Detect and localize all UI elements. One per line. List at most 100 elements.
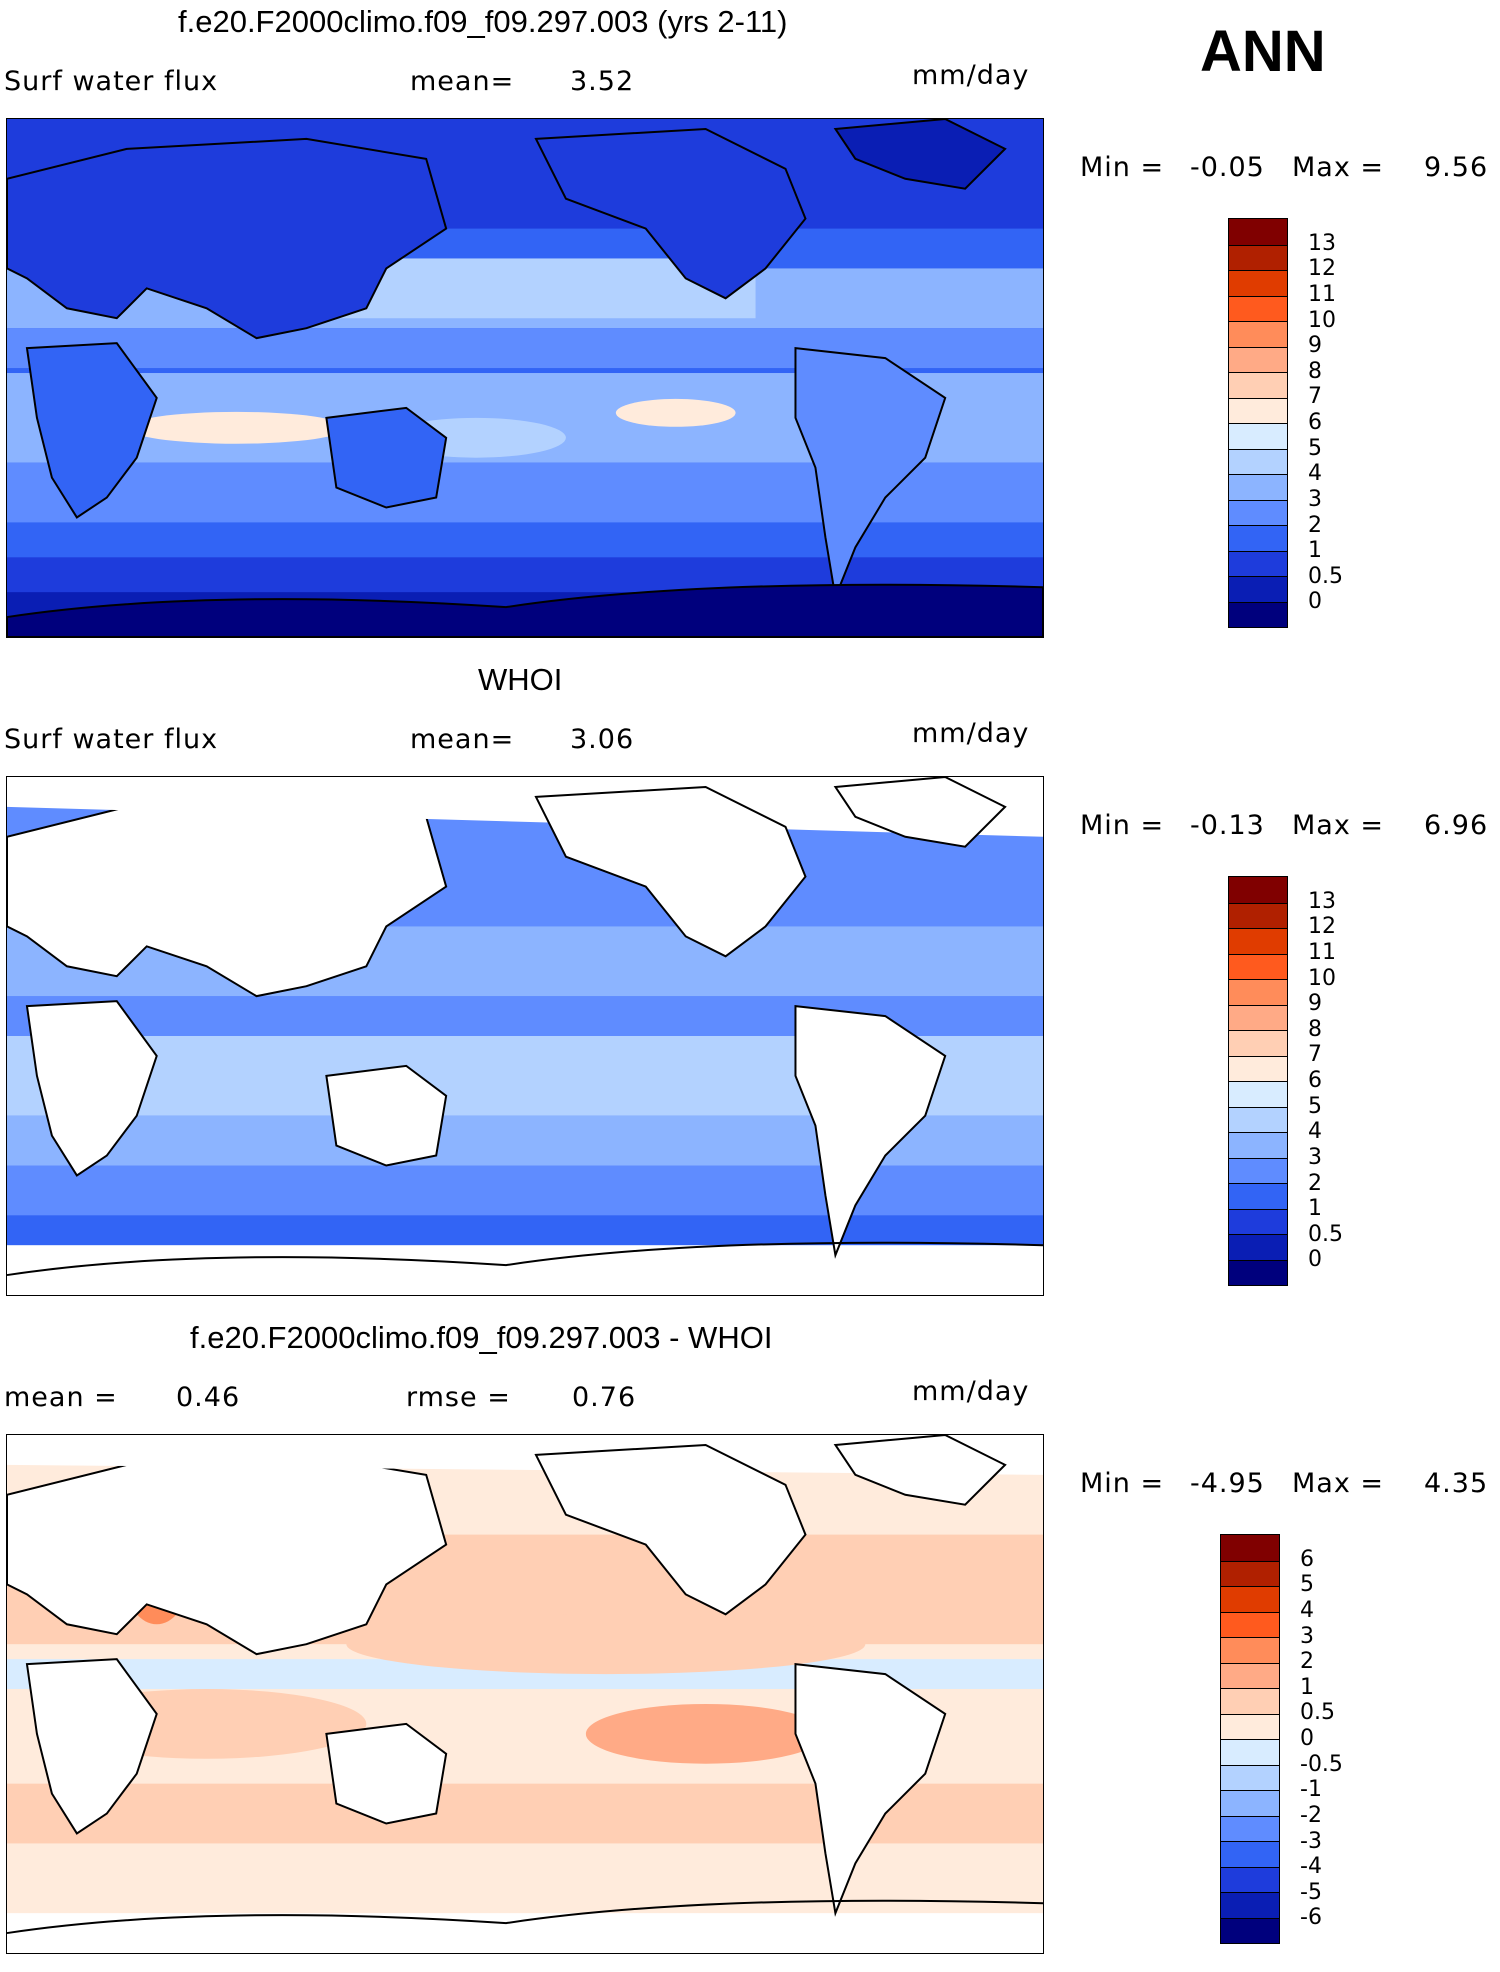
colorbar-tick-label: 5	[1308, 1093, 1322, 1119]
colorbar-cell	[1229, 346, 1287, 372]
colorbar-cell	[1229, 295, 1287, 321]
colorbar-cell	[1229, 499, 1287, 525]
colorbar-tick-label: 4	[1308, 1119, 1322, 1145]
colorbar-cell	[1229, 321, 1287, 347]
colorbar-tick-label: -2	[1300, 1802, 1322, 1828]
panel2-title: WHOI	[478, 662, 563, 697]
colorbar-cell	[1221, 1662, 1279, 1688]
colorbar-cell	[1229, 1055, 1287, 1081]
panel2-min-label: Min =	[1080, 810, 1165, 841]
colorbar-tick-label: 6	[1300, 1546, 1314, 1572]
colorbar-cell	[1229, 1157, 1287, 1183]
colorbar-cell	[1229, 397, 1287, 423]
colorbar-tick-label: 10	[1308, 307, 1336, 333]
colorbar-cell	[1229, 372, 1287, 398]
panel2-min-value: -0.13	[1190, 810, 1265, 841]
colorbar-tick-label: 13	[1308, 230, 1336, 256]
colorbar-cell	[1221, 1586, 1279, 1612]
colorbar-tick-label: 4	[1308, 461, 1322, 487]
colorbar-cell	[1229, 902, 1287, 928]
colorbar-tick-label: 1	[1308, 1196, 1322, 1222]
panel3-min-label: Min =	[1080, 1468, 1165, 1499]
colorbar-cell	[1229, 877, 1287, 903]
panel3-min-value: -4.95	[1190, 1468, 1265, 1499]
colorbar-tick-label: -6	[1300, 1905, 1322, 1931]
panel2-max-label: Max =	[1292, 810, 1385, 841]
panel3-mean-label: mean =	[4, 1382, 118, 1413]
colorbar-tick-label: 12	[1308, 914, 1336, 940]
colorbar-cell	[1229, 1004, 1287, 1030]
panel1-min-label: Min =	[1080, 152, 1165, 183]
panel1-map	[6, 118, 1044, 638]
colorbar-tick-label: 8	[1308, 1016, 1322, 1042]
colorbar-tick-label: 10	[1308, 965, 1336, 991]
panel1-colorbar	[1228, 218, 1288, 628]
panel3-rmse-value: 0.76	[572, 1382, 637, 1413]
panel2-mean-label: mean=	[410, 724, 515, 755]
colorbar-cell	[1229, 1132, 1287, 1158]
colorbar-tick-label: 3	[1308, 486, 1322, 512]
colorbar-tick-label: 0	[1308, 1247, 1322, 1273]
colorbar-cell	[1229, 1183, 1287, 1209]
panel3-max-label: Max =	[1292, 1468, 1385, 1499]
colorbar-cell	[1229, 1259, 1287, 1285]
panel3-units: mm/day	[912, 1376, 1030, 1407]
panel3-colorbar	[1220, 1534, 1280, 1944]
colorbar-cell	[1229, 1106, 1287, 1132]
panel2-variable-label: Surf water flux	[4, 724, 219, 755]
colorbar-tick-label: 3	[1308, 1144, 1322, 1170]
colorbar-tick-label: 2	[1308, 512, 1322, 538]
panel2-units: mm/day	[912, 718, 1030, 749]
colorbar-tick-label: 5	[1300, 1572, 1314, 1598]
colorbar-cell	[1221, 1637, 1279, 1663]
colorbar-cell	[1229, 423, 1287, 449]
colorbar-tick-label: 7	[1308, 384, 1322, 410]
colorbar-cell	[1221, 1764, 1279, 1790]
colorbar-cell	[1221, 1892, 1279, 1918]
colorbar-cell	[1229, 1234, 1287, 1260]
colorbar-cell	[1221, 1535, 1279, 1561]
colorbar-cell	[1229, 953, 1287, 979]
colorbar-tick-label: 9	[1308, 991, 1322, 1017]
panel3-max-value: 4.35	[1424, 1468, 1489, 1499]
colorbar-tick-label: 0	[1300, 1726, 1314, 1751]
colorbar-cell	[1221, 1688, 1279, 1714]
colorbar-cell	[1229, 601, 1287, 627]
colorbar-cell	[1229, 979, 1287, 1005]
colorbar-cell	[1229, 525, 1287, 551]
panel3-map	[6, 1434, 1044, 1954]
colorbar-cell	[1221, 1917, 1279, 1943]
colorbar-tick-label: 0.5	[1308, 563, 1343, 589]
colorbar-cell	[1229, 1208, 1287, 1234]
colorbar-cell	[1229, 448, 1287, 474]
panel2-mean-value: 3.06	[570, 724, 635, 755]
colorbar-tick-label: -4	[1300, 1854, 1322, 1880]
panel3-title: f.e20.F2000climo.f09_f09.297.003 - WHOI	[190, 1320, 773, 1355]
colorbar-tick-label: 2	[1300, 1649, 1314, 1675]
panel1-min-value: -0.05	[1190, 152, 1265, 183]
colorbar-cell	[1221, 1560, 1279, 1586]
colorbar-cell	[1229, 550, 1287, 576]
colorbar-tick-label: 1	[1300, 1674, 1314, 1700]
colorbar-cell	[1229, 1030, 1287, 1056]
colorbar-tick-label: 11	[1308, 939, 1336, 965]
colorbar-tick-label: 2	[1308, 1170, 1322, 1196]
panel2-map	[6, 776, 1044, 1296]
colorbar-cell	[1229, 1081, 1287, 1107]
colorbar-tick-label: 3	[1300, 1623, 1314, 1649]
colorbar-tick-label: -0.5	[1300, 1751, 1343, 1777]
colorbar-cell	[1221, 1841, 1279, 1867]
colorbar-tick-label: 1	[1308, 538, 1322, 564]
panel1-mean-label: mean=	[410, 66, 515, 97]
colorbar-cell	[1221, 1866, 1279, 1892]
colorbar-tick-label: 0.5	[1308, 1221, 1343, 1247]
panel3-mean-value: 0.46	[176, 1382, 241, 1413]
colorbar-cell	[1229, 576, 1287, 602]
colorbar-tick-label: 5	[1308, 435, 1322, 461]
panel1-title: f.e20.F2000climo.f09_f09.297.003 (yrs 2-…	[178, 4, 788, 39]
colorbar-cell	[1221, 1611, 1279, 1637]
colorbar-tick-label: 7	[1308, 1042, 1322, 1068]
colorbar-cell	[1229, 270, 1287, 296]
colorbar-tick-label: 8	[1308, 358, 1322, 384]
panel3-rmse-label: rmse =	[406, 1382, 511, 1413]
